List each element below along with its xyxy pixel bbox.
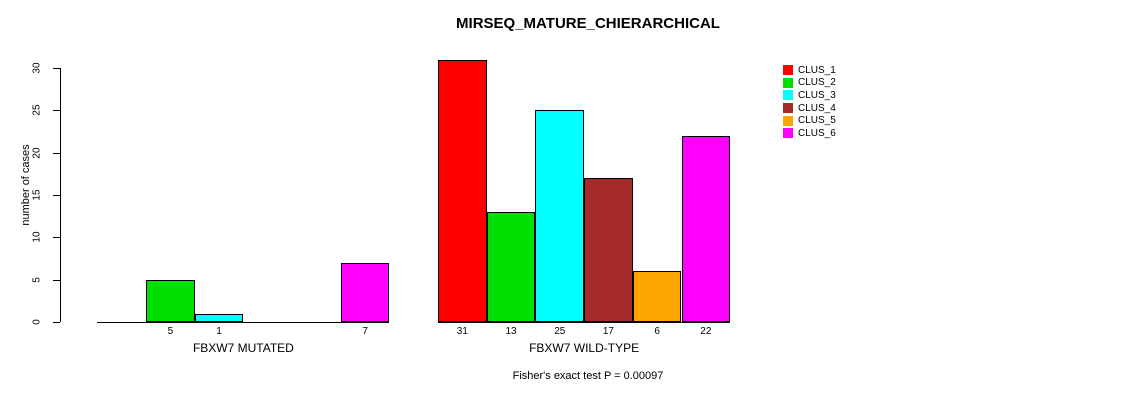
legend-swatch bbox=[783, 65, 793, 76]
bar-clus_3-1 bbox=[194, 313, 244, 322]
legend-swatch bbox=[783, 103, 793, 114]
bar-clus_6-1 bbox=[340, 262, 390, 322]
legend: CLUS_1 CLUS_2 CLUS_3 CLUS_4 CLUS_5 CLUS_6 bbox=[783, 64, 836, 140]
legend-item-clus_6: CLUS_6 bbox=[783, 127, 836, 140]
legend-label: CLUS_6 bbox=[798, 127, 836, 139]
legend-item-clus_2: CLUS_2 bbox=[783, 77, 836, 90]
y-axis-label: number of cases bbox=[20, 144, 32, 226]
y-tick bbox=[53, 152, 60, 154]
legend-label: CLUS_2 bbox=[798, 77, 836, 89]
group-label-fbxw7-wild-type: FBXW7 WILD-TYPE bbox=[529, 341, 640, 355]
y-tick-label: 25 bbox=[31, 104, 43, 116]
x-axis-baseline bbox=[438, 322, 731, 323]
bar-clus_2-2 bbox=[486, 211, 536, 322]
bar-value-label: 22 bbox=[700, 326, 712, 337]
legend-swatch bbox=[783, 128, 793, 139]
legend-item-clus_5: CLUS_5 bbox=[783, 114, 836, 127]
y-tick bbox=[53, 195, 60, 196]
bar-clus_6-2 bbox=[681, 135, 731, 322]
bar-value-label: 5 bbox=[167, 326, 174, 337]
y-tick-label: 15 bbox=[31, 189, 43, 201]
y-axis bbox=[60, 68, 61, 322]
y-tick-label: 0 bbox=[31, 319, 43, 325]
y-tick-label: 5 bbox=[31, 276, 43, 283]
legend-label: CLUS_5 bbox=[798, 115, 836, 127]
x-axis-baseline bbox=[97, 322, 390, 323]
y-tick bbox=[53, 110, 60, 112]
legend-swatch bbox=[783, 115, 793, 126]
bar-clus_4-2 bbox=[584, 178, 633, 322]
bar-clus_2-1 bbox=[146, 279, 195, 322]
y-tick-label: 20 bbox=[31, 147, 43, 159]
y-tick-label: 10 bbox=[31, 231, 43, 243]
legend-label: CLUS_4 bbox=[798, 102, 836, 114]
bar-value-label: 1 bbox=[216, 326, 222, 337]
legend-item-clus_3: CLUS_3 bbox=[783, 89, 836, 102]
bar-value-label: 17 bbox=[602, 326, 614, 337]
y-tick-label: 30 bbox=[31, 62, 43, 74]
bar-value-label: 31 bbox=[456, 326, 468, 337]
legend-swatch bbox=[783, 90, 793, 101]
bar-clus_5-2 bbox=[632, 271, 682, 322]
bar-clus_3-2 bbox=[535, 110, 585, 322]
bar-value-label: 13 bbox=[505, 326, 517, 337]
bar-value-label: 25 bbox=[554, 326, 566, 337]
bar-value-label: 7 bbox=[362, 326, 368, 337]
y-tick bbox=[53, 279, 60, 281]
legend-swatch bbox=[783, 77, 793, 88]
legend-label: CLUS_3 bbox=[798, 89, 836, 101]
legend-label: CLUS_1 bbox=[798, 64, 836, 76]
chart-title: MIRSEQ_MATURE_CHIERARCHICAL bbox=[456, 15, 720, 32]
y-tick bbox=[53, 68, 60, 69]
y-tick bbox=[53, 237, 60, 239]
y-tick bbox=[53, 322, 60, 323]
fisher-test-annotation: Fisher's exact test P = 0.00097 bbox=[512, 370, 664, 382]
bar-clus_1-2 bbox=[438, 59, 487, 322]
legend-item-clus_4: CLUS_4 bbox=[783, 102, 836, 115]
group-label-fbxw7-mutated: FBXW7 MUTATED bbox=[192, 341, 294, 355]
bar-value-label: 6 bbox=[654, 326, 660, 337]
legend-item-clus_1: CLUS_1 bbox=[783, 64, 836, 77]
